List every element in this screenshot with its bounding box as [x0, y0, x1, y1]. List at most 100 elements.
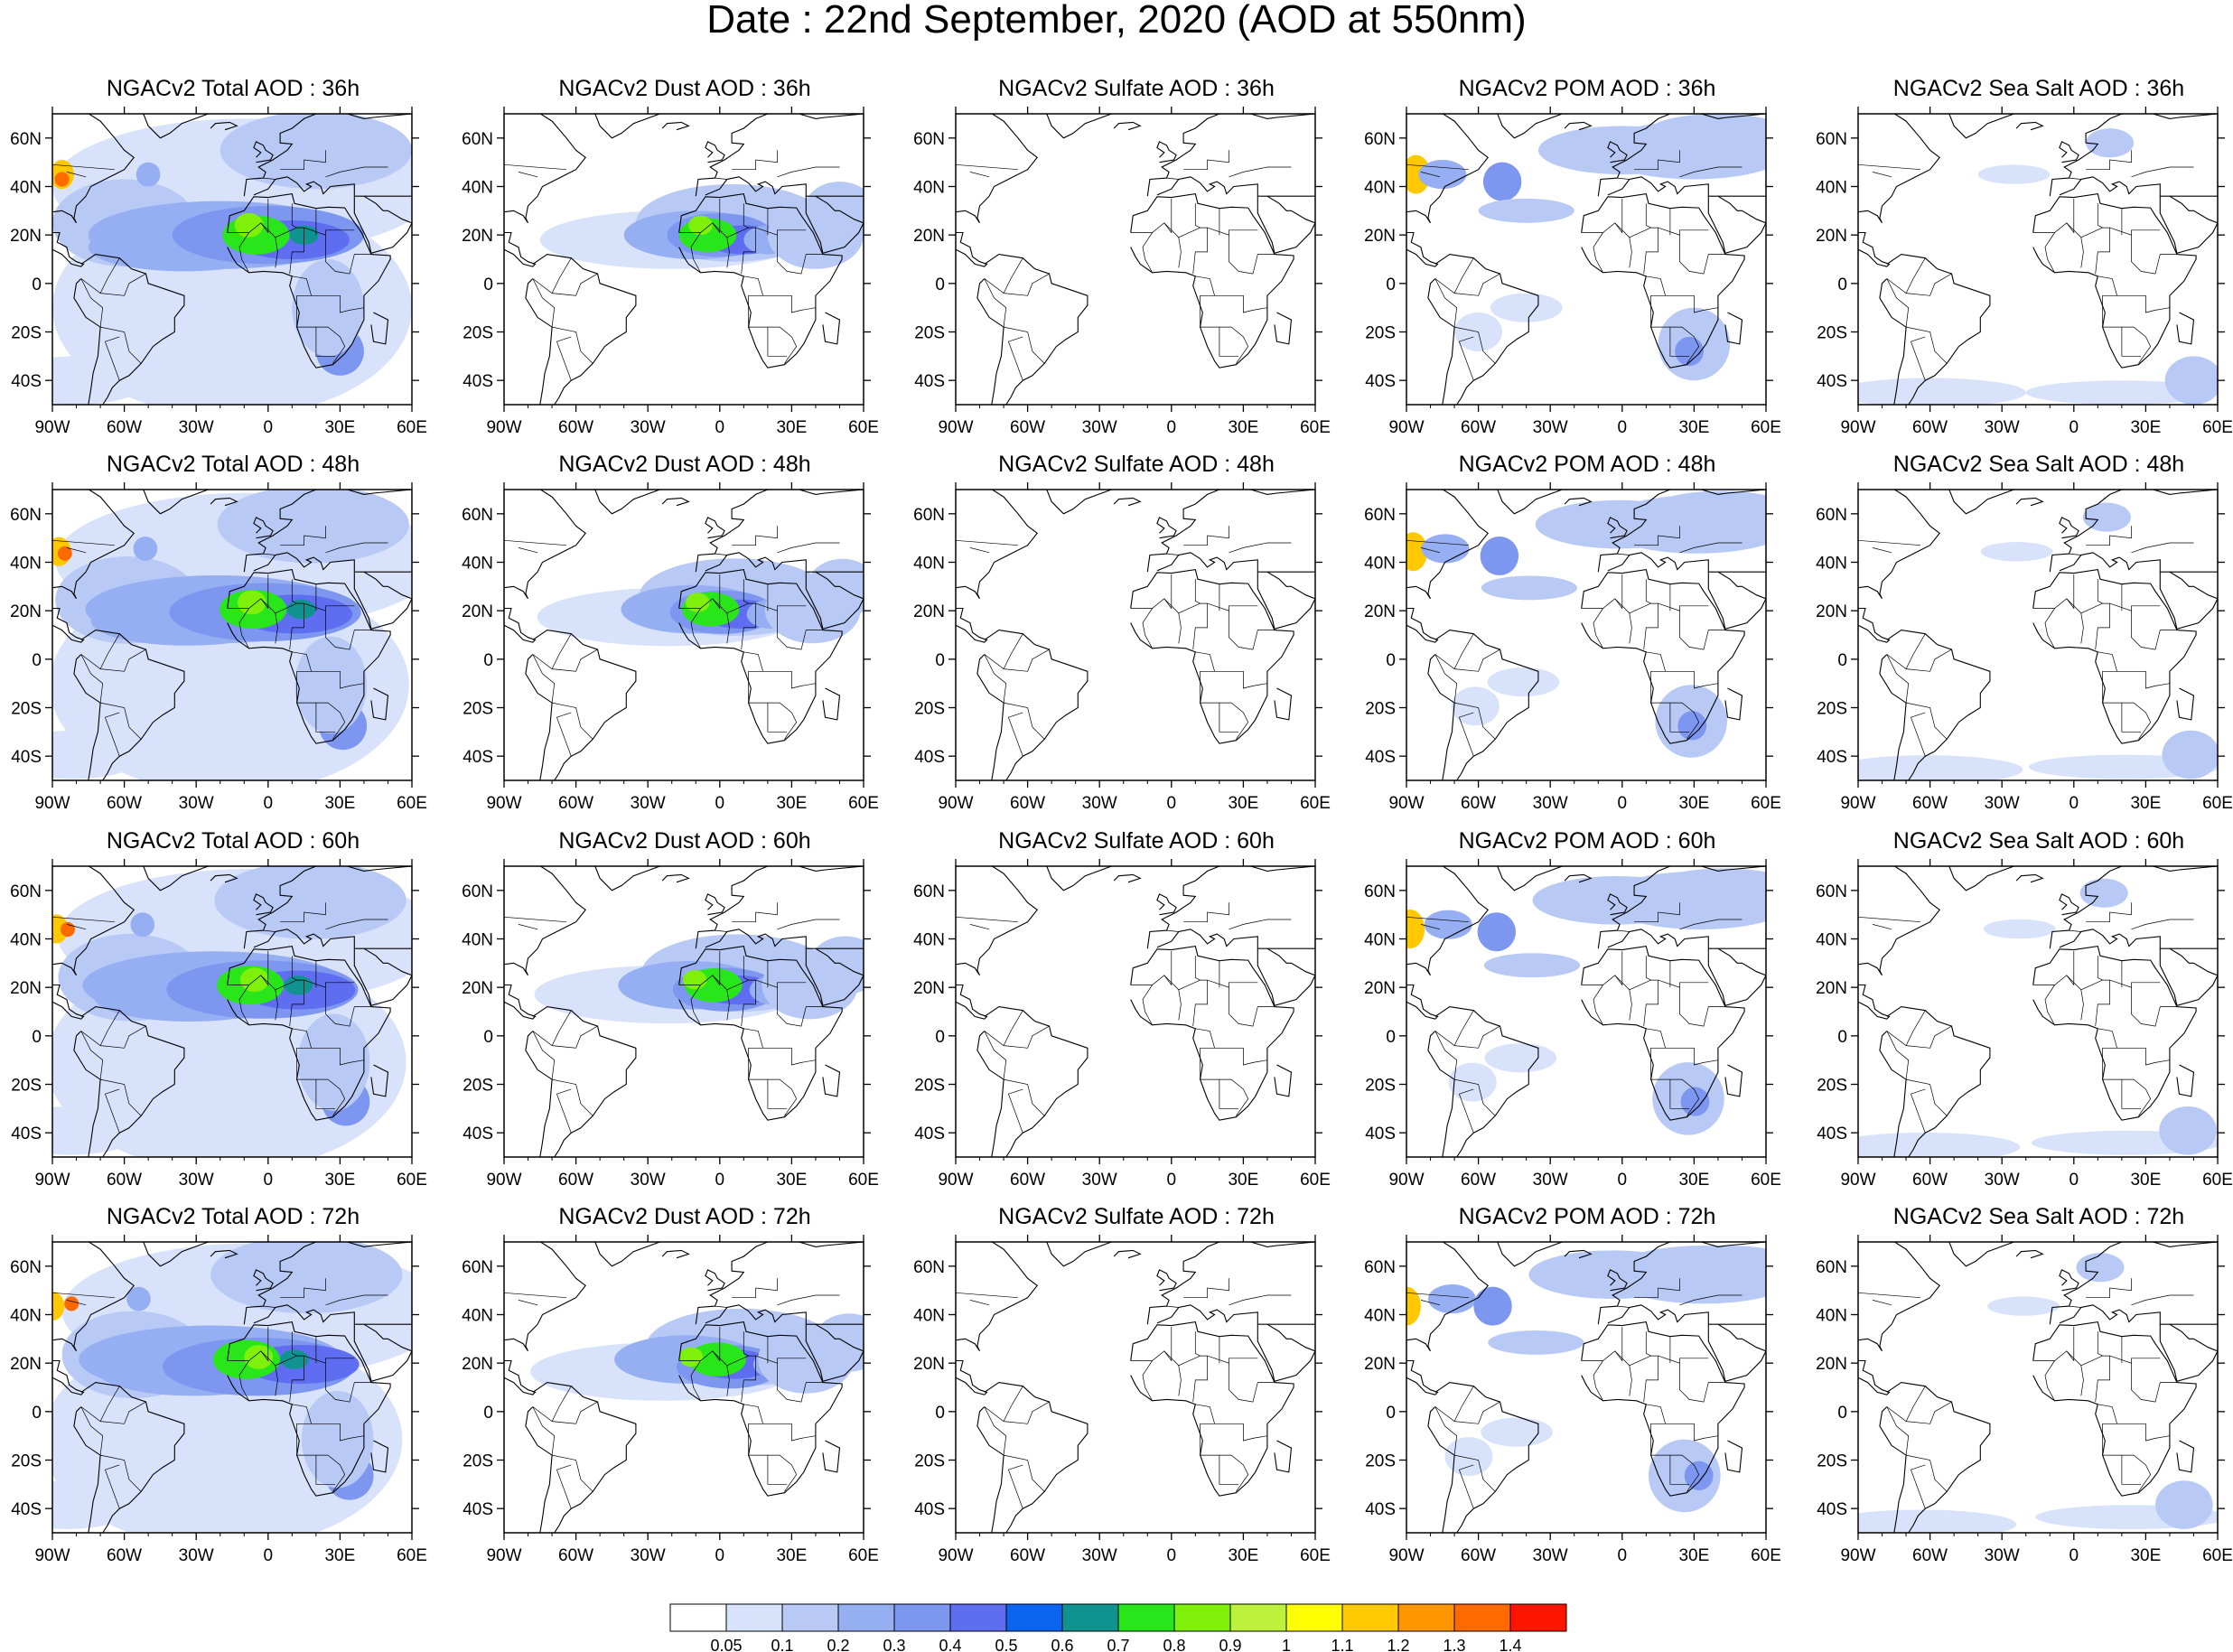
lon-tick-label: 90W [34, 418, 70, 437]
colorbar-swatch [1229, 1603, 1287, 1632]
lat-tick-label: 20N [10, 227, 42, 246]
lon-tick-label: 0 [1618, 794, 1628, 813]
lat-tick-label: 40N [462, 1307, 493, 1326]
lon-tick-label: 90W [34, 794, 70, 813]
lat-tick-label: 20S [1817, 324, 1847, 343]
lon-tick-label: 30E [324, 1171, 355, 1190]
colorbar-swatch [725, 1603, 783, 1632]
aod-patch [678, 1347, 704, 1367]
map-pom: 90W 60W 30W 0 30E 60E 60N 40N 20N 0 20S 40S [1364, 1235, 1781, 1565]
coastlines [1406, 490, 1766, 780]
coastlines [956, 1242, 1315, 1533]
lon-tick-label: 30E [1678, 418, 1709, 437]
map-panel-seasalt-60h: NGACv2 Sea Salt AOD : 60h 90W 60W 30W 0 30E 60… [1804, 828, 2233, 1190]
colorbar-label: 1 [1282, 1637, 1291, 1652]
colorbar-swatch [1509, 1603, 1567, 1632]
lon-tick-label: 60E [397, 418, 427, 437]
lat-tick-label: 40N [462, 179, 493, 198]
aod-patch [686, 593, 710, 612]
map-frame [1857, 865, 2219, 1158]
aod-patch [1646, 114, 1766, 153]
aod-patch [1483, 953, 1581, 978]
aod-patch [1473, 1286, 1512, 1326]
panel-title: NGACv2 Dust AOD : 48h [558, 452, 811, 477]
lat-tick-label: 60N [10, 130, 42, 149]
aod-field [956, 1242, 1315, 1533]
lat-tick-label: 40S [914, 372, 945, 391]
panel-title: NGACv2 Sulfate AOD : 36h [998, 76, 1275, 101]
lon-tick-label: 30W [631, 418, 666, 437]
lon-tick-label: 30E [2130, 1546, 2161, 1565]
map-frame [1406, 489, 1767, 781]
map-frame [503, 1241, 864, 1534]
coastlines [504, 114, 864, 405]
map-panel-dust-72h: NGACv2 Dust AOD : 72h 90W 60W 30W 0 30E 60E 60N… [450, 1204, 883, 1565]
map-panel-sulfate-36h: NGACv2 Sulfate AOD : 36h 90W 60W 30W 0 30E 60E… [902, 76, 1335, 437]
colorbar-swatch [1453, 1603, 1511, 1632]
coastlines [956, 866, 1315, 1157]
lon-tick-label: 30W [179, 1171, 214, 1190]
lon-tick-label: 60W [558, 418, 593, 437]
map-total: 90W 60W 30W 0 30E 60E 60N 40N 20N 0 20S 40S [10, 1235, 427, 1565]
coastlines [52, 1242, 412, 1533]
aod-patch [1444, 1437, 1493, 1476]
lon-tick-label: 0 [715, 1546, 725, 1565]
panel-title: NGACv2 Dust AOD : 72h [558, 1204, 811, 1229]
map-panel-total-60h: NGACv2 Total AOD : 60h 90W 60W 30W 0 30E 60E 60… [0, 828, 432, 1190]
aod-patch [1427, 1284, 1476, 1314]
lat-tick-label: 20N [1816, 1355, 1847, 1374]
lat-tick-label: 20S [1365, 1452, 1396, 1471]
colorbar-label: 0.8 [1163, 1637, 1185, 1652]
lon-tick-label: 60E [2202, 794, 2233, 813]
lat-tick-label: 60N [1364, 1258, 1396, 1277]
colorbar-label: 0.4 [939, 1637, 961, 1652]
aod-patch [1478, 198, 1574, 223]
map-panel-dust-60h: NGACv2 Dust AOD : 60h 90W 60W 30W 0 30E 60E 60N… [450, 828, 883, 1190]
map-panel-total-72h: NGACv2 Total AOD : 72h 90W 60W 30W 0 30E 60E 60… [0, 1204, 432, 1565]
lon-tick-label: 30W [631, 1546, 666, 1565]
lon-tick-label: 90W [1840, 1171, 1875, 1190]
panel-title: NGACv2 Total AOD : 72h [106, 1204, 360, 1229]
lon-tick-label: 90W [1840, 794, 1875, 813]
lat-tick-label: 0 [32, 651, 42, 670]
lon-tick-label: 30W [179, 418, 214, 437]
lon-tick-label: 90W [938, 1171, 973, 1190]
lon-tick-label: 60E [397, 1171, 427, 1190]
aod-patch [688, 1342, 746, 1377]
coastlines [52, 866, 412, 1157]
lat-tick-label: 40S [462, 1500, 493, 1519]
panel-title: NGACv2 Sea Salt AOD : 72h [1892, 1204, 2185, 1229]
panel-title: NGACv2 Sea Salt AOD : 36h [1892, 76, 2185, 101]
lat-tick-label: 20S [462, 700, 493, 719]
lon-tick-label: 60W [107, 794, 142, 813]
colorbar-swatch [1397, 1603, 1455, 1632]
panel-title: NGACv2 Sulfate AOD : 72h [998, 1204, 1275, 1229]
lon-tick-label: 30E [324, 794, 355, 813]
lon-tick-label: 60E [1751, 1546, 1781, 1565]
lat-tick-label: 60N [462, 1258, 493, 1277]
lon-tick-label: 30E [776, 794, 807, 813]
coastlines [504, 1242, 864, 1533]
lat-tick-label: 20N [913, 602, 945, 621]
map-total: 90W 60W 30W 0 30E 60E 60N 40N 20N 0 20S 40S [10, 107, 427, 437]
lat-tick-label: 20S [914, 1077, 945, 1096]
aod-patch [1655, 1246, 1766, 1284]
lon-tick-label: 30E [324, 418, 355, 437]
country-borders [1858, 150, 2194, 381]
country-borders [1858, 902, 2194, 1134]
lat-tick-label: 40S [1365, 1125, 1396, 1143]
lon-tick-label: 90W [1840, 418, 1875, 437]
map-frame [1406, 113, 1767, 406]
lon-tick-label: 60E [848, 794, 879, 813]
lon-tick-label: 90W [1388, 418, 1424, 437]
lat-tick-label: 60N [10, 882, 42, 901]
map-panel-seasalt-72h: NGACv2 Sea Salt AOD : 72h 90W 60W 30W 0 30E 60… [1804, 1204, 2233, 1565]
map-seasalt: 90W 60W 30W 0 30E 60E 60N 40N 20N 0 20S 40S [1816, 859, 2233, 1190]
map-frame [51, 865, 413, 1158]
lat-tick-label: 0 [1386, 275, 1396, 294]
panel-title: NGACv2 POM AOD : 36h [1458, 76, 1716, 101]
colorbar-label: 0.7 [1107, 1637, 1129, 1652]
colorbar-swatch [837, 1603, 895, 1632]
lat-tick-label: 0 [935, 651, 945, 670]
country-borders [504, 526, 840, 757]
